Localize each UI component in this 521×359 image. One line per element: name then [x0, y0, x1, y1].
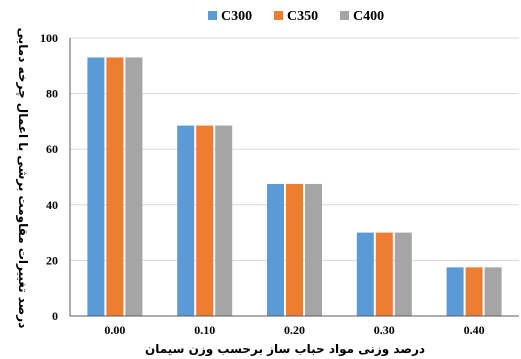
y-tick-label: 20 — [46, 253, 58, 267]
x-tick-label: 0.30 — [374, 323, 395, 337]
legend-label-c350: C350 — [287, 9, 318, 24]
bar-c400 — [305, 183, 322, 316]
x-axis-title: درصد وزنی مواد حباب ساز برحسب وزن سیمان — [145, 342, 425, 357]
bar-c400 — [215, 125, 233, 316]
legend-label-c300: C300 — [221, 9, 252, 24]
x-tick-label: 0.40 — [464, 323, 485, 337]
bar-c350 — [106, 57, 124, 317]
legend: C300 C350 C400 — [208, 9, 384, 24]
x-tick-label: 0.20 — [284, 323, 305, 337]
bar-c400 — [125, 57, 143, 317]
bar-c350 — [286, 183, 303, 316]
bar-c350 — [375, 232, 393, 316]
bar-c300 — [87, 57, 105, 317]
bar-c400 — [484, 267, 502, 316]
bar-c400 — [394, 232, 412, 316]
grid-lines — [70, 37, 519, 261]
y-tick-label: 0 — [52, 309, 58, 323]
bar-c350 — [196, 125, 214, 316]
legend-swatch-c300 — [208, 11, 217, 20]
legend-label-c400: C400 — [353, 9, 384, 24]
legend-swatch-c350 — [274, 11, 283, 20]
y-axis-title: درصد تغییرات مقاومت برشی با اعمال چرخه د… — [15, 28, 30, 329]
bar-c300 — [177, 125, 195, 316]
bars — [87, 57, 502, 317]
y-tick-label: 100 — [40, 31, 58, 45]
y-tick-label: 80 — [46, 87, 58, 101]
y-tick-label: 40 — [46, 198, 58, 212]
x-tick-label: 0.10 — [194, 323, 215, 337]
bar-c350 — [465, 267, 483, 316]
axes: 0 20 40 60 80 100 0.00 0.10 0.20 0.30 0.40 — [40, 31, 519, 337]
x-tick-label: 0.00 — [104, 323, 125, 337]
bar-c300 — [446, 267, 464, 316]
bar-c300 — [267, 183, 284, 316]
bar-c300 — [356, 232, 374, 316]
y-tick-label: 60 — [46, 142, 58, 156]
legend-swatch-c400 — [340, 11, 349, 20]
